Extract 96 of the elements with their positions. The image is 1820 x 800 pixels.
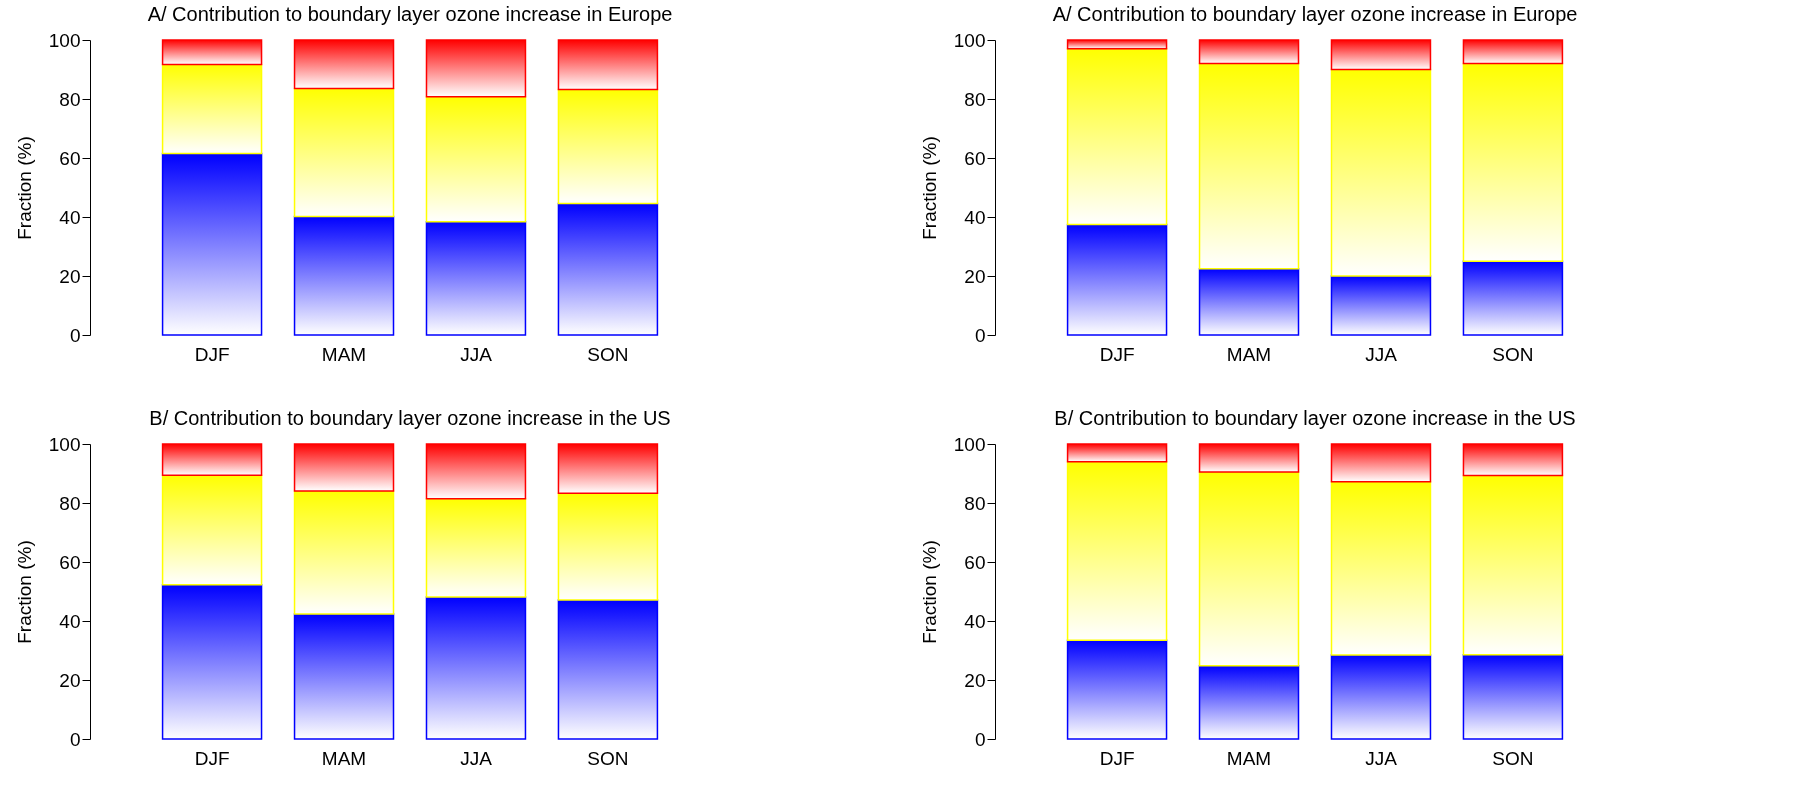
y-axis-title: Fraction (%) — [918, 540, 940, 644]
bar — [425, 498, 527, 598]
y-axis-title: Fraction (%) — [13, 540, 35, 644]
y-tick-label: 0 — [69, 728, 81, 750]
x-tick-label: SON — [587, 747, 629, 769]
y-tick-label: 40 — [59, 206, 81, 228]
y-tick-label: 100 — [48, 29, 81, 51]
x-tick-label: MAM — [321, 343, 367, 365]
bar — [557, 443, 659, 495]
x-tick-label: JJA — [1365, 747, 1398, 769]
bar — [161, 39, 263, 66]
bar — [557, 599, 659, 740]
x-tick-label: MAM — [1226, 343, 1272, 365]
x-tick-label: DJF — [194, 747, 230, 769]
bar — [161, 443, 263, 477]
bar — [1330, 443, 1432, 483]
y-tick-label: 100 — [953, 29, 986, 51]
bar — [425, 39, 527, 98]
chart-title: B/ Contribution to boundary layer ozone increase in the US — [1054, 407, 1576, 429]
bar — [1462, 39, 1564, 65]
y-axis-title: Fraction (%) — [918, 136, 940, 240]
chart-title: B/ Contribution to boundary layer ozone increase in the US — [149, 407, 671, 429]
bar — [425, 95, 527, 223]
bar — [557, 202, 659, 336]
bar — [293, 87, 395, 218]
bar — [1066, 443, 1168, 463]
bar — [1066, 460, 1168, 641]
y-tick-label: 80 — [59, 88, 81, 110]
bar — [1330, 39, 1432, 71]
bar — [293, 490, 395, 615]
bar — [1462, 260, 1564, 336]
bar — [293, 215, 395, 336]
y-tick-label: 20 — [59, 265, 81, 287]
x-tick-label: MAM — [321, 747, 367, 769]
y-tick-label: 0 — [974, 728, 986, 750]
x-tick-label: DJF — [194, 343, 230, 365]
y-axis-title: Fraction (%) — [13, 136, 35, 240]
bar — [161, 63, 263, 155]
bar — [425, 220, 527, 336]
x-tick-label: JJA — [1365, 343, 1398, 365]
x-tick-label: DJF — [1099, 747, 1135, 769]
x-tick-label: SON — [587, 343, 629, 365]
bar — [1198, 267, 1300, 336]
bar — [1066, 639, 1168, 740]
y-tick-label: 40 — [964, 206, 986, 228]
chart-title: A/ Contribution to boundary layer ozone increase in Europe — [147, 3, 673, 25]
x-tick-label: JJA — [460, 343, 493, 365]
x-tick-label: JJA — [460, 747, 493, 769]
y-tick-label: 100 — [953, 433, 986, 455]
bar — [557, 492, 659, 601]
bar — [557, 88, 659, 205]
x-tick-label: SON — [1492, 747, 1534, 769]
bar — [1462, 62, 1564, 262]
y-tick-label: 60 — [59, 551, 81, 573]
y-tick-label: 60 — [59, 147, 81, 169]
bar — [1066, 223, 1168, 336]
bar — [1462, 653, 1564, 740]
y-tick-label: 100 — [48, 433, 81, 455]
bar — [1066, 39, 1168, 50]
bar — [1198, 471, 1300, 667]
bar — [425, 443, 527, 500]
bar — [1198, 62, 1300, 270]
bar — [293, 613, 395, 740]
bar — [1330, 654, 1432, 740]
bar — [1330, 481, 1432, 656]
bar — [1462, 443, 1564, 477]
y-tick-label: 80 — [964, 492, 986, 514]
y-tick-label: 80 — [59, 492, 81, 514]
x-tick-label: DJF — [1099, 343, 1135, 365]
bar — [293, 39, 395, 90]
x-tick-label: MAM — [1226, 747, 1272, 769]
y-tick-label: 20 — [59, 669, 81, 691]
bar — [1330, 275, 1432, 336]
bar — [1462, 474, 1564, 656]
bar — [161, 474, 263, 586]
chart-title: A/ Contribution to boundary layer ozone increase in Europe — [1052, 3, 1578, 25]
bar — [293, 443, 395, 492]
y-tick-label: 80 — [964, 88, 986, 110]
bar — [1198, 39, 1300, 65]
bar — [1066, 48, 1168, 226]
y-tick-label: 40 — [964, 610, 986, 632]
bar — [161, 152, 263, 336]
bar — [1198, 665, 1300, 740]
y-tick-label: 0 — [974, 324, 986, 346]
y-tick-label: 60 — [964, 551, 986, 573]
y-tick-label: 20 — [964, 265, 986, 287]
y-tick-label: 40 — [59, 610, 81, 632]
y-tick-label: 60 — [964, 147, 986, 169]
bar — [161, 583, 263, 740]
x-tick-label: SON — [1492, 343, 1534, 365]
y-tick-label: 20 — [964, 669, 986, 691]
bar — [1330, 68, 1432, 277]
bar — [425, 596, 527, 740]
bar — [557, 39, 659, 91]
y-tick-label: 0 — [69, 324, 81, 346]
bar — [1198, 443, 1300, 473]
